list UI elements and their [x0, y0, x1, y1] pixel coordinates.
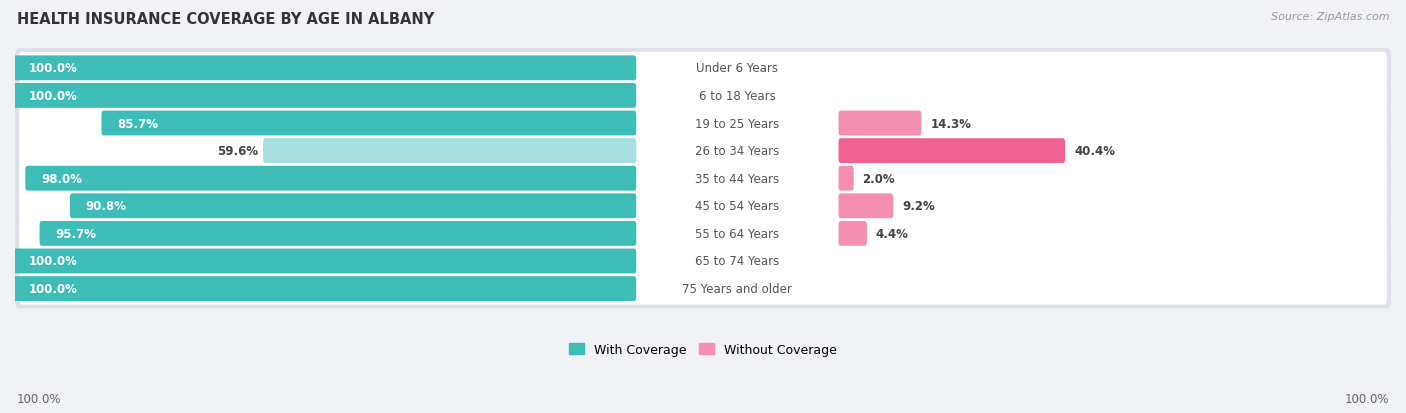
- FancyBboxPatch shape: [20, 163, 1386, 195]
- Legend: With Coverage, Without Coverage: With Coverage, Without Coverage: [564, 338, 842, 361]
- Text: 85.7%: 85.7%: [117, 117, 159, 130]
- FancyBboxPatch shape: [20, 135, 1386, 167]
- FancyBboxPatch shape: [20, 53, 1386, 85]
- FancyBboxPatch shape: [15, 49, 1391, 88]
- Text: Under 6 Years: Under 6 Years: [696, 62, 779, 75]
- FancyBboxPatch shape: [20, 273, 1386, 305]
- FancyBboxPatch shape: [20, 108, 1386, 140]
- Text: 90.8%: 90.8%: [86, 200, 127, 213]
- Text: 100.0%: 100.0%: [1344, 392, 1389, 405]
- FancyBboxPatch shape: [39, 221, 637, 246]
- Text: 75 Years and older: 75 Years and older: [682, 282, 793, 295]
- Text: 100.0%: 100.0%: [28, 255, 77, 268]
- FancyBboxPatch shape: [13, 249, 637, 274]
- Text: Source: ZipAtlas.com: Source: ZipAtlas.com: [1271, 12, 1389, 22]
- Text: 14.3%: 14.3%: [931, 117, 972, 130]
- FancyBboxPatch shape: [20, 80, 1386, 112]
- Text: 2.0%: 2.0%: [863, 172, 896, 185]
- FancyBboxPatch shape: [101, 112, 637, 136]
- FancyBboxPatch shape: [838, 112, 921, 136]
- Text: HEALTH INSURANCE COVERAGE BY AGE IN ALBANY: HEALTH INSURANCE COVERAGE BY AGE IN ALBA…: [17, 12, 434, 27]
- Text: 98.0%: 98.0%: [41, 172, 82, 185]
- FancyBboxPatch shape: [15, 242, 1391, 281]
- FancyBboxPatch shape: [20, 245, 1386, 277]
- FancyBboxPatch shape: [13, 56, 637, 81]
- Text: 6 to 18 Years: 6 to 18 Years: [699, 90, 776, 103]
- FancyBboxPatch shape: [70, 194, 637, 218]
- FancyBboxPatch shape: [15, 269, 1391, 309]
- FancyBboxPatch shape: [13, 276, 637, 301]
- FancyBboxPatch shape: [838, 166, 853, 191]
- Text: 59.6%: 59.6%: [217, 145, 259, 158]
- FancyBboxPatch shape: [838, 194, 893, 218]
- FancyBboxPatch shape: [20, 190, 1386, 222]
- FancyBboxPatch shape: [15, 159, 1391, 199]
- Text: 100.0%: 100.0%: [28, 62, 77, 75]
- Text: 4.4%: 4.4%: [876, 227, 908, 240]
- FancyBboxPatch shape: [15, 214, 1391, 254]
- Text: 65 to 74 Years: 65 to 74 Years: [696, 255, 779, 268]
- FancyBboxPatch shape: [15, 104, 1391, 144]
- FancyBboxPatch shape: [13, 84, 637, 109]
- Text: 100.0%: 100.0%: [28, 282, 77, 295]
- FancyBboxPatch shape: [20, 218, 1386, 250]
- FancyBboxPatch shape: [15, 187, 1391, 226]
- Text: 45 to 54 Years: 45 to 54 Years: [696, 200, 779, 213]
- Text: 40.4%: 40.4%: [1074, 145, 1115, 158]
- FancyBboxPatch shape: [25, 166, 637, 191]
- Text: 9.2%: 9.2%: [903, 200, 935, 213]
- FancyBboxPatch shape: [15, 76, 1391, 116]
- FancyBboxPatch shape: [838, 139, 1064, 164]
- FancyBboxPatch shape: [263, 139, 637, 164]
- Text: 35 to 44 Years: 35 to 44 Years: [696, 172, 779, 185]
- Text: 100.0%: 100.0%: [17, 392, 62, 405]
- Text: 26 to 34 Years: 26 to 34 Years: [696, 145, 779, 158]
- Text: 55 to 64 Years: 55 to 64 Years: [696, 227, 779, 240]
- FancyBboxPatch shape: [15, 131, 1391, 171]
- FancyBboxPatch shape: [838, 221, 868, 246]
- Text: 19 to 25 Years: 19 to 25 Years: [696, 117, 779, 130]
- Text: 100.0%: 100.0%: [28, 90, 77, 103]
- Text: 95.7%: 95.7%: [55, 227, 97, 240]
